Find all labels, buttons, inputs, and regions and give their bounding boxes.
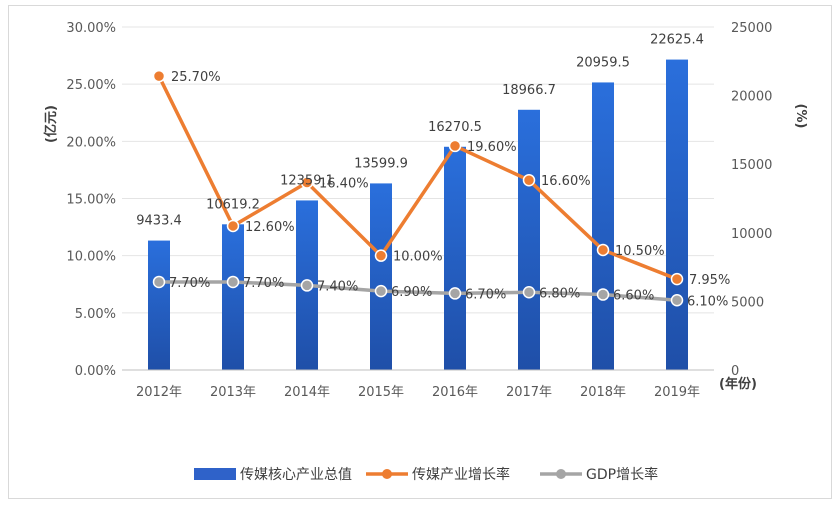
bar-value-label: 22625.4 [650,33,704,48]
legend-label: 传媒产业增长率 [412,466,510,483]
gdp-growth-marker [152,275,166,289]
right-tick-label: 0 [731,364,739,379]
gdp-growth-marker [670,294,684,307]
legend-item-media-growth: 传媒产业增长率 [366,466,510,483]
media-growth-marker [374,249,388,262]
legend-label: GDP增长率 [586,466,658,483]
media-growth-label: 25.70% [171,70,221,85]
left-axis-title: (亿元) [43,105,59,143]
x-axis-unit: (年份) [719,376,757,392]
media-growth-marker [300,176,314,189]
gdp-growth-label: 6.90% [391,285,432,300]
left-tick-label: 15.00% [66,193,116,208]
media-growth-marker [226,219,240,233]
gdp-growth-marker [522,286,536,299]
bar [666,59,688,370]
media-growth-label: 12.60% [245,220,295,235]
bar-value-label: 13599.9 [354,156,408,171]
left-tick-label: 30.00% [66,21,116,36]
bar-value-label: 18966.7 [502,83,556,98]
media-growth-marker [670,272,684,286]
left-tick-label: 25.00% [66,78,116,93]
left-tick-label: 0.00% [75,364,116,379]
media-growth-label: 10.50% [615,244,665,259]
x-tick-label: 2014年 [284,385,330,400]
left-tick-label: 20.00% [66,135,116,150]
media-growth-label: 16.60% [541,174,591,189]
gdp-growth-marker [300,279,314,292]
left-tick-label: 10.00% [66,250,116,265]
right-tick-label: 5000 [731,295,764,310]
gdp-growth-marker [226,275,240,289]
bar [444,146,466,370]
line-series [152,69,684,307]
gdp-growth-line [159,280,678,303]
media-growth-line [157,75,678,281]
gdp-growth-marker [448,287,462,300]
gdp-growth-label: 6.80% [539,286,580,301]
x-tick-label: 2013年 [210,385,256,400]
gdp-growth-label: 7.70% [169,276,210,291]
axes: 0.00% 5.00% 10.00% 15.00% 20.00% 25.00% 30.00%… [66,21,772,400]
x-tick-label: 2019年 [654,385,700,400]
legend-bar-swatch [194,468,236,480]
bar-series [148,59,688,370]
legend-item-bar: 传媒核心产业总值 [194,467,352,483]
gdp-growth-marker [374,284,388,298]
x-tick-label: 2015年 [358,385,404,400]
x-tick-label: 2018年 [580,385,626,400]
media-growth-marker [152,69,166,83]
legend-marker [382,469,392,479]
media-growth-label: 10.00% [393,250,443,265]
gdp-growth-label: 7.70% [243,276,284,291]
gdp-growth-label: 6.10% [687,294,728,309]
gdp-growth-marker [596,288,610,301]
legend-item-gdp-growth: GDP增长率 [540,466,658,483]
right-tick-label: 25000 [731,21,772,36]
gdp-growth-label: 6.70% [465,287,506,302]
media-growth-marker [596,243,610,257]
bar-value-label: 12359.1 [280,173,334,188]
chart: 9433.4 10619.2 12359.1 13599.9 16270.5 18966.… [43,21,808,483]
bar [518,109,540,370]
left-tick-label: 5.00% [75,307,116,322]
chart-frame: 9433.4 10619.2 12359.1 13599.9 16270.5 18966.… [8,5,832,499]
right-tick-label: 15000 [731,158,772,173]
legend: 传媒核心产业总值 传媒产业增长率 GDP增长率 [194,466,658,483]
right-axis-title: (%) [793,104,808,129]
bar-value-label: 9433.4 [136,214,182,229]
x-tick-label: 2012年 [136,385,182,400]
data-labels: 9433.4 10619.2 12359.1 13599.9 16270.5 18966.… [136,33,730,310]
x-tick-label: 2017年 [506,385,552,400]
legend-label: 传媒核心产业总值 [240,467,352,483]
bar [222,224,244,370]
bar [148,240,170,370]
bar-value-label: 20959.5 [576,55,630,70]
media-growth-label: 7.95% [689,273,730,288]
media-growth-label: 19.60% [467,140,517,155]
gdp-growth-label: 7.40% [317,279,358,294]
gdp-growth-label: 6.60% [613,289,654,304]
media-growth-label: 16.40% [319,176,369,191]
right-tick-label: 10000 [731,227,772,242]
legend-marker [556,469,566,479]
bar-value-label: 16270.5 [428,120,482,135]
media-growth-marker [448,139,462,153]
x-tick-label: 2016年 [432,385,478,400]
bar [592,82,614,370]
bar [370,183,392,370]
right-tick-label: 20000 [731,90,772,105]
media-growth-marker [522,173,536,187]
bar-value-label: 10619.2 [206,197,260,212]
